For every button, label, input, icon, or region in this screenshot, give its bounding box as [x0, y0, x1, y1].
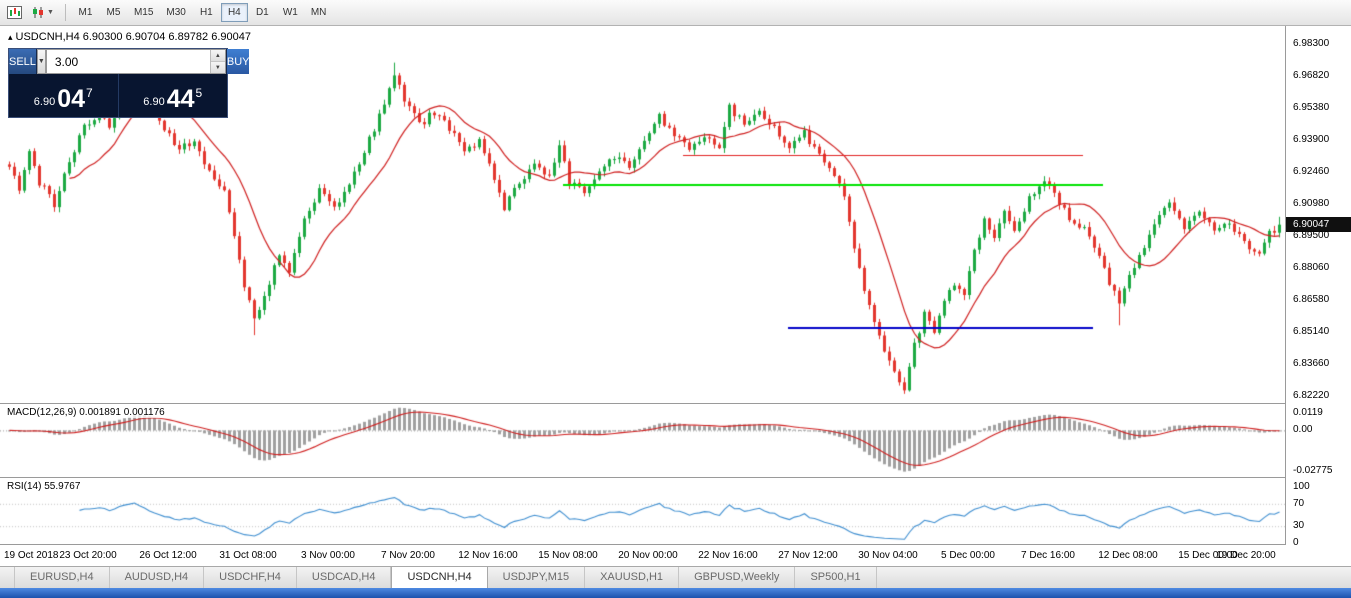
price-axis-label: 6.93900 — [1293, 134, 1330, 145]
timeframe-button-w1[interactable]: W1 — [282, 7, 298, 18]
price-axis-label: 6.86580 — [1293, 294, 1330, 305]
time-axis-label: 5 Dec 00:00 — [941, 550, 995, 561]
volume-preset-dropdown[interactable]: ▼ — [36, 49, 46, 74]
time-axis-label: 7 Nov 20:00 — [381, 550, 435, 561]
timeframe-button-mn[interactable]: MN — [310, 7, 327, 18]
toolbar: ▼ M1 M5 M15 M30 H1 H4 D1 W1 MN — [0, 0, 1351, 26]
time-axis-separator — [0, 544, 1351, 545]
time-axis-label: 19 Dec 20:00 — [1216, 550, 1276, 561]
chart-tab-bar: EURUSD,H4 AUDUSD,H4 USDCHF,H4 USDCAD,H4 USDC… — [0, 566, 1351, 588]
price-axis-label: 6.96820 — [1293, 70, 1330, 81]
volume-step-down-button[interactable]: ▼ — [210, 62, 225, 73]
chevron-down-icon: ▼ — [47, 9, 54, 16]
chart-info-line: ▴ USDCNH,H4 6.90300 6.90704 6.89782 6.900… — [8, 31, 251, 43]
price-axis-label: 6.85140 — [1293, 326, 1330, 337]
symbol-tab-eurusd[interactable]: EURUSD,H4 — [14, 567, 110, 588]
timeframe-button-h4[interactable]: H4 — [220, 3, 248, 22]
ohlc-info: USDCNH,H4 6.90300 6.90704 6.89782 6.9004… — [15, 31, 251, 43]
time-axis-label: 15 Dec 00:00 — [1178, 550, 1238, 561]
volume-input[interactable] — [46, 50, 210, 73]
timeframe-button-m15[interactable]: M15 — [133, 7, 154, 18]
timeframe-button-m30[interactable]: M30 — [166, 7, 186, 18]
macd-indicator-canvas[interactable] — [0, 405, 1285, 477]
candlestick-icon — [33, 7, 43, 18]
chart-type-dropdown-button[interactable]: ▼ — [27, 3, 58, 23]
timeframe-button-m5[interactable]: M5 — [106, 7, 121, 18]
price-axis-label: 6.98300 — [1293, 38, 1330, 49]
symbol-tab-usdjpy[interactable]: USDJPY,M15 — [488, 567, 586, 588]
buy-price-pip: 5 — [195, 86, 203, 100]
price-axis-label: 6.83660 — [1293, 358, 1330, 369]
rsi-indicator-canvas[interactable] — [0, 479, 1285, 545]
taskbar-strip — [0, 588, 1351, 598]
time-axis-label: 26 Oct 12:00 — [139, 550, 197, 561]
symbol-tab-sp500[interactable]: SP500,H1 — [795, 567, 877, 588]
time-axis-label: 15 Nov 08:00 — [538, 550, 598, 561]
pane-separator[interactable] — [0, 477, 1351, 478]
price-axis-label: 6.82220 — [1293, 390, 1330, 401]
timeframe-button-d1[interactable]: D1 — [255, 7, 269, 18]
time-axis-label: 12 Dec 08:00 — [1098, 550, 1158, 561]
rsi-axis-label: 70 — [1293, 497, 1305, 509]
chart-window-icon[interactable] — [3, 3, 26, 23]
time-axis-label: 19 Oct 2018 — [4, 550, 59, 561]
buy-price-prefix: 6.90 — [143, 96, 165, 108]
time-axis-label: 30 Nov 04:00 — [858, 550, 918, 561]
timeframe-buttons: M1 M5 M15 M30 H1 H4 D1 W1 MN — [72, 3, 333, 22]
buy-price-big: 44 — [166, 85, 195, 113]
sell-button[interactable]: SELL — [9, 49, 37, 74]
price-axis-label: 6.90980 — [1293, 198, 1330, 209]
time-axis-label: 22 Nov 16:00 — [698, 550, 758, 561]
symbol-tab-usdcnh[interactable]: USDCNH,H4 — [391, 567, 488, 588]
symbol-tab-usdcad[interactable]: USDCAD,H4 — [297, 567, 392, 588]
buy-price-button[interactable]: 6.90 44 5 — [119, 74, 228, 117]
toolbar-separator — [64, 4, 66, 21]
sell-price-big: 04 — [57, 85, 86, 113]
price-axis-label: 6.89500 — [1293, 230, 1330, 241]
sell-price-pip: 7 — [86, 86, 93, 100]
time-axis-label: 31 Oct 08:00 — [219, 550, 277, 561]
rsi-axis-label: 30 — [1293, 520, 1305, 532]
time-axis-label: 20 Nov 00:00 — [618, 550, 678, 561]
volume-box: ▲ ▼ — [45, 49, 226, 74]
time-axis-label: 12 Nov 16:00 — [458, 550, 518, 561]
buy-button[interactable]: BUY — [225, 49, 250, 74]
symbol-tab-gbpusd[interactable]: GBPUSD,Weekly — [679, 567, 796, 588]
macd-label: MACD(12,26,9) 0.001891 0.001176 — [5, 407, 167, 418]
sell-price-button[interactable]: 6.90 04 7 — [9, 74, 118, 117]
symbol-tab-audusd[interactable]: AUDUSD,H4 — [110, 567, 205, 588]
sell-price-prefix: 6.90 — [33, 96, 56, 108]
time-axis[interactable]: 19 Oct 2018 23 Oct 20:00 26 Oct 12:00 31 Oc… — [0, 545, 1285, 566]
macd-axis-label: 0.00 — [1293, 424, 1313, 436]
volume-stepper: ▲ ▼ — [209, 50, 225, 73]
time-axis-label: 23 Oct 20:00 — [59, 550, 117, 561]
rsi-axis-label: 0 — [1293, 537, 1299, 548]
timeframe-button-h1[interactable]: H1 — [199, 7, 213, 18]
symbol-tab-usdchf[interactable]: USDCHF,H4 — [204, 567, 297, 588]
price-divider — [117, 74, 119, 117]
one-click-trading-panel: SELL ▼ ▲ ▼ BUY 6.90 04 7 6.90 44 — [8, 48, 250, 118]
macd-axis-label: -0.02775 — [1293, 465, 1333, 476]
time-axis-label: 3 Nov 00:00 — [301, 550, 355, 561]
price-axis[interactable]: 6.90047 6.98300 6.96820 6.95380 6.93900 6.92… — [1285, 26, 1351, 548]
price-axis-label: 6.92460 — [1293, 166, 1330, 177]
chart-icon — [7, 6, 22, 19]
time-axis-label: 27 Nov 12:00 — [778, 550, 838, 561]
pane-separator[interactable] — [0, 403, 1351, 404]
timeframe-button-m1[interactable]: M1 — [78, 7, 93, 18]
price-axis-label: 6.95380 — [1293, 102, 1330, 113]
rsi-axis-label: 100 — [1293, 481, 1310, 492]
time-axis-label: 7 Dec 16:00 — [1021, 550, 1075, 561]
chevron-down-icon: ▼ — [37, 58, 45, 65]
macd-axis-label: 0.0119 — [1293, 407, 1323, 418]
current-price-tag: 6.90047 — [1286, 216, 1351, 232]
symbol-tab-xauusd[interactable]: XAUUSD,H1 — [585, 567, 680, 588]
symbol-marker-icon: ▴ — [8, 32, 13, 42]
price-axis-label: 6.88060 — [1293, 262, 1330, 273]
volume-step-up-button[interactable]: ▲ — [210, 50, 225, 62]
rsi-label: RSI(14) 55.9767 — [5, 481, 83, 492]
